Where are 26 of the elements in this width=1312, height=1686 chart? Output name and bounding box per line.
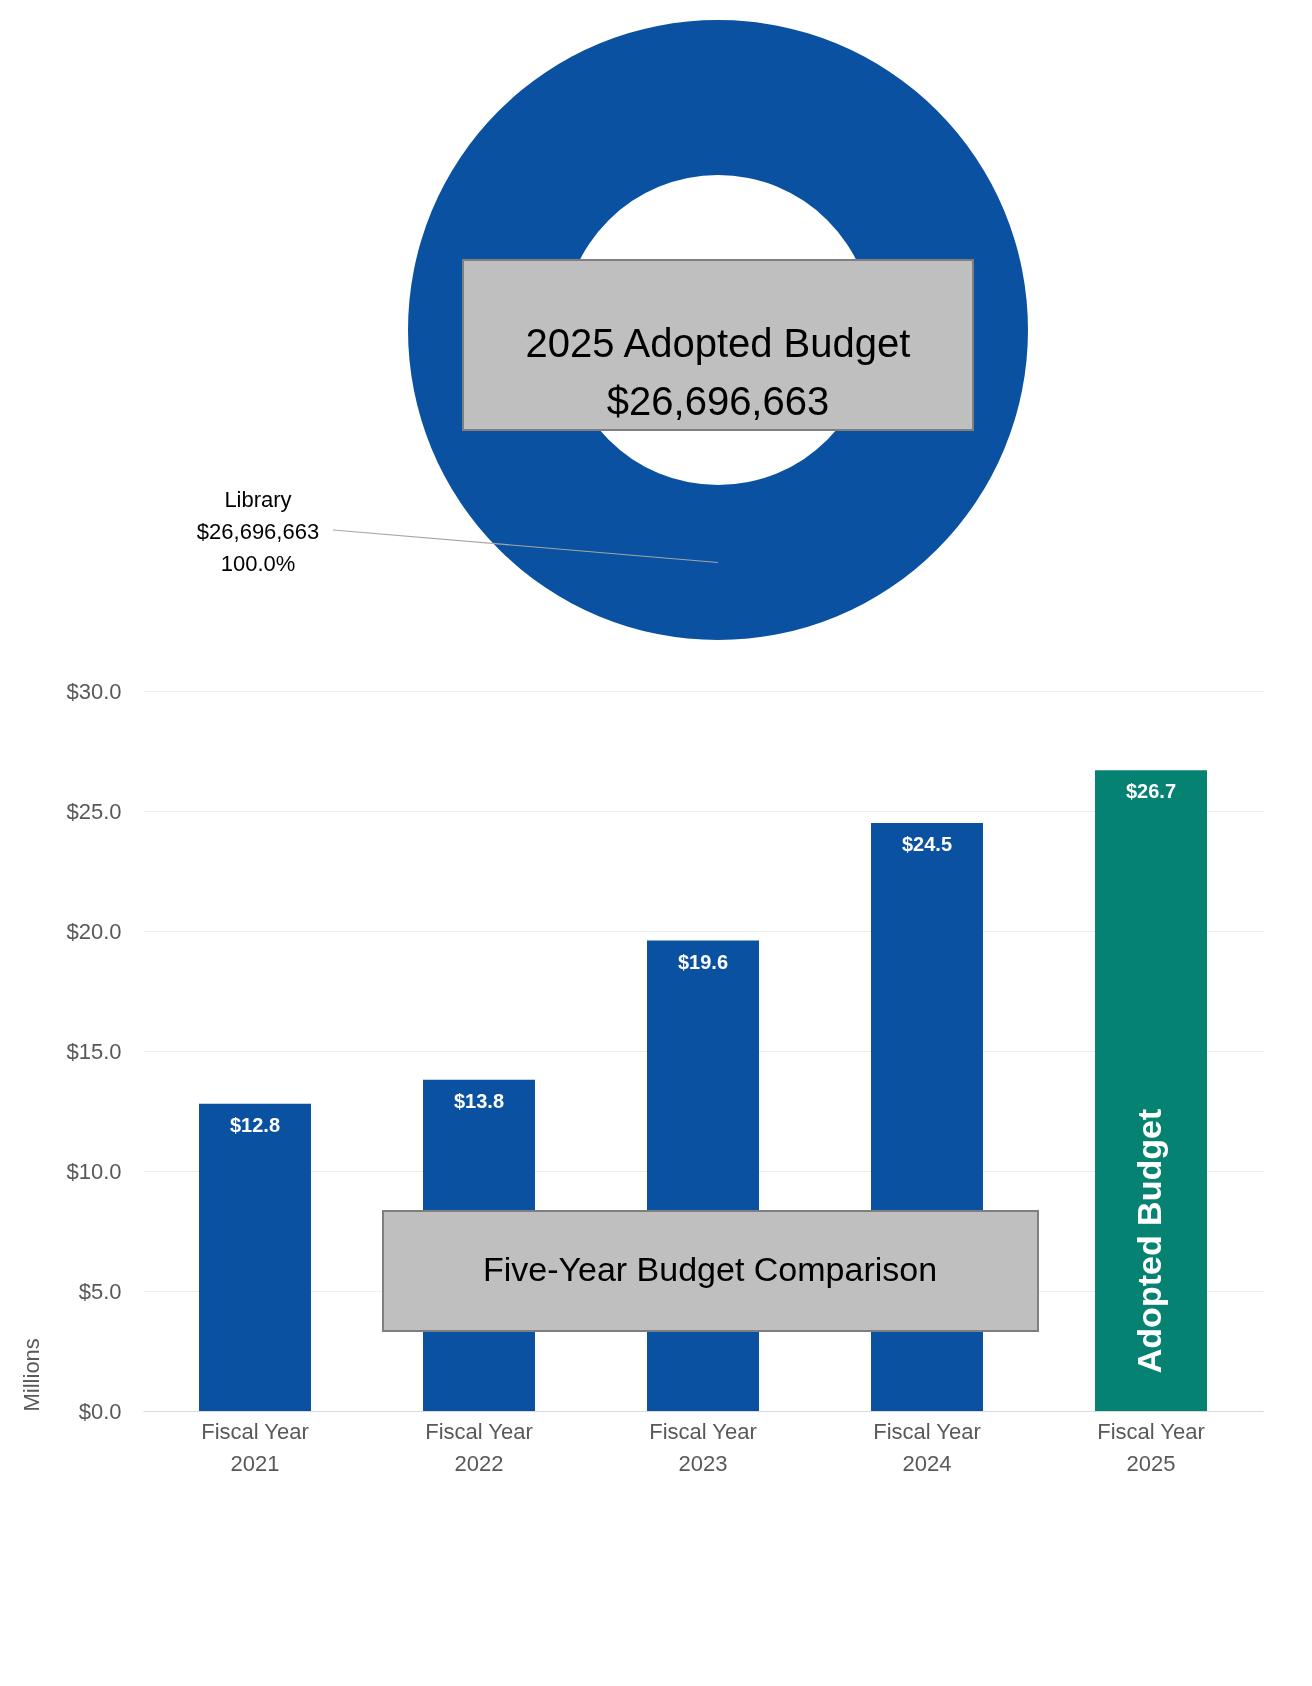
data-label: $13.8	[453, 1089, 505, 1112]
data-label: $12.8	[229, 1113, 281, 1136]
x-tick-label: Fiscal Year 2025	[1097, 1418, 1205, 1476]
text: 2025 Adopted Budget	[525, 321, 911, 365]
x-tick-label: Fiscal Year 2022	[425, 1418, 533, 1476]
y-tick-label: $5.0	[78, 1278, 122, 1304]
y-tick-label: $25.0	[66, 798, 122, 824]
y-axis-title: Millions	[19, 1338, 45, 1412]
bar	[1095, 770, 1207, 1411]
text: Five-Year Budget Comparison	[482, 1250, 938, 1288]
y-tick-label: $20.0	[66, 918, 122, 944]
y-tick-label: $15.0	[66, 1038, 122, 1064]
text: $26,696,663	[606, 379, 830, 423]
data-label: $24.5	[901, 833, 953, 855]
x-tick-label: Fiscal Year 2021	[201, 1418, 309, 1476]
y-tick-label: $10.0	[66, 1158, 122, 1184]
slice-label: Library	[224, 487, 292, 512]
x-tick-label: Fiscal Year 2024	[873, 1418, 981, 1476]
y-tick-label: $30.0	[66, 678, 122, 704]
x-tick-label: Fiscal Year 2023	[649, 1418, 757, 1476]
data-label: $19.6	[677, 950, 729, 973]
bar	[199, 1103, 311, 1411]
annotation: Adopted Budget	[1130, 1108, 1168, 1374]
data-label: $26.7	[1125, 780, 1177, 803]
y-tick-label: $0.0	[78, 1398, 122, 1424]
data-label: $26,696,663 100.0%	[196, 519, 320, 576]
